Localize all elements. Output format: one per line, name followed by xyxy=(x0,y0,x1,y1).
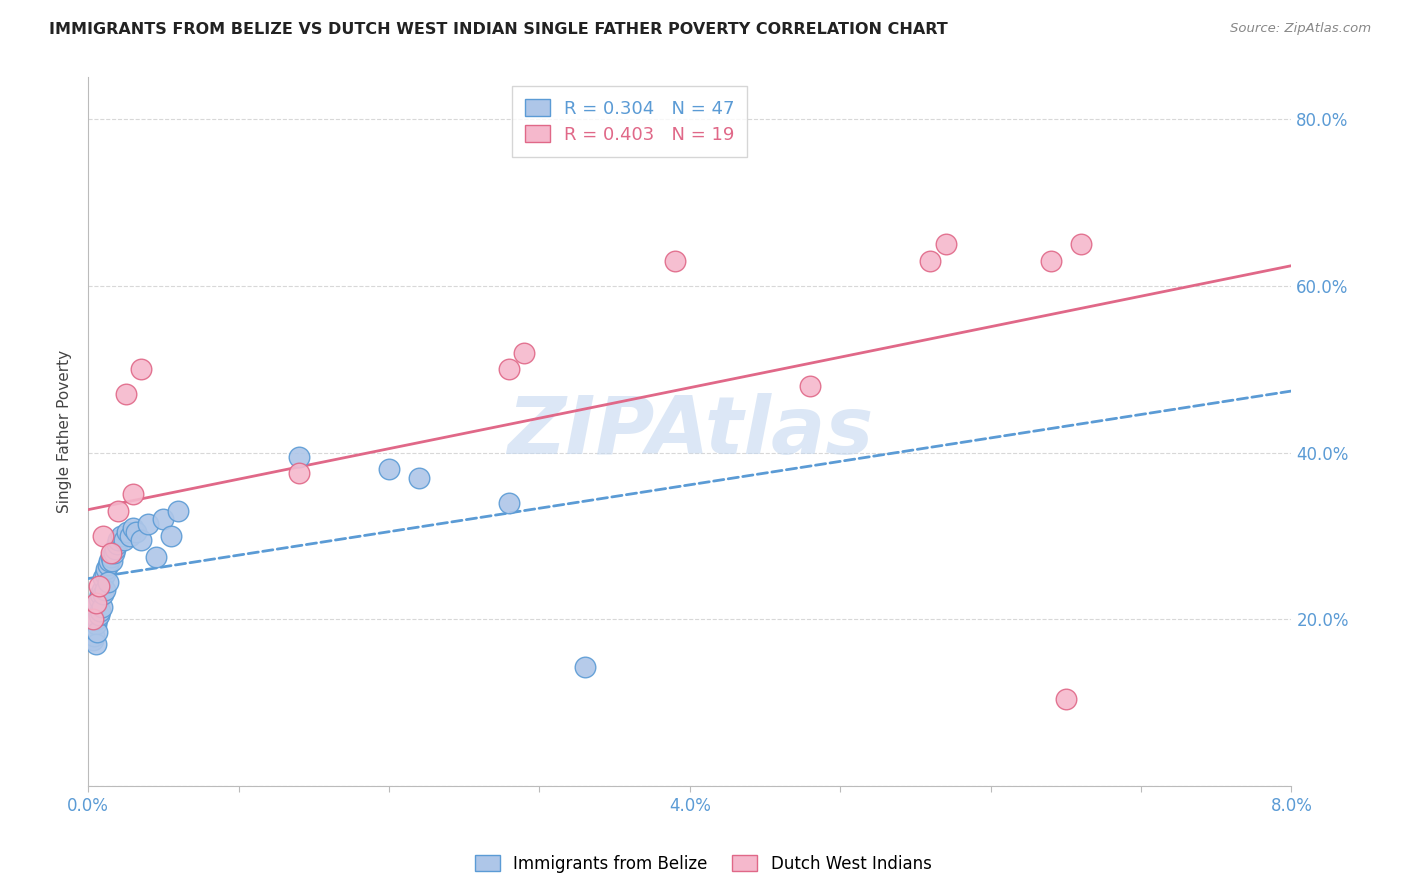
Point xyxy=(97,574,120,589)
Point xyxy=(90,599,112,614)
Point xyxy=(167,504,190,518)
Legend: Immigrants from Belize, Dutch West Indians: Immigrants from Belize, Dutch West India… xyxy=(468,848,938,880)
Point xyxy=(87,579,110,593)
Point xyxy=(90,583,112,598)
Point xyxy=(114,387,136,401)
Point xyxy=(83,629,105,643)
Point xyxy=(89,604,111,618)
Point xyxy=(91,571,114,585)
Point xyxy=(97,558,120,573)
Point xyxy=(103,546,125,560)
Text: ZIPAtlas: ZIPAtlas xyxy=(506,392,873,471)
Point xyxy=(100,546,122,560)
Point xyxy=(513,345,536,359)
Point xyxy=(152,512,174,526)
Point xyxy=(82,612,104,626)
Point xyxy=(408,470,430,484)
Point xyxy=(378,462,401,476)
Point xyxy=(1070,237,1092,252)
Point xyxy=(799,379,821,393)
Point xyxy=(98,554,121,568)
Point xyxy=(83,612,105,626)
Text: Source: ZipAtlas.com: Source: ZipAtlas.com xyxy=(1230,22,1371,36)
Point xyxy=(93,566,115,581)
Point xyxy=(104,541,127,556)
Point xyxy=(287,467,309,481)
Point xyxy=(1039,253,1062,268)
Point xyxy=(934,237,956,252)
Point xyxy=(84,616,107,631)
Text: IMMIGRANTS FROM BELIZE VS DUTCH WEST INDIAN SINGLE FATHER POVERTY CORRELATION CH: IMMIGRANTS FROM BELIZE VS DUTCH WEST IND… xyxy=(49,22,948,37)
Point xyxy=(96,562,118,576)
Point xyxy=(107,504,129,518)
Point xyxy=(125,524,148,539)
Point xyxy=(117,524,139,539)
Point xyxy=(87,591,110,606)
Point xyxy=(87,608,110,623)
Point xyxy=(122,521,145,535)
Point xyxy=(110,529,132,543)
Point xyxy=(86,624,108,639)
Point xyxy=(100,549,122,564)
Point xyxy=(107,533,129,548)
Point xyxy=(498,362,520,376)
Point xyxy=(122,487,145,501)
Point xyxy=(129,362,152,376)
Point xyxy=(145,549,167,564)
Point xyxy=(82,633,104,648)
Legend: R = 0.304   N = 47, R = 0.403   N = 19: R = 0.304 N = 47, R = 0.403 N = 19 xyxy=(512,87,748,157)
Point xyxy=(89,587,111,601)
Point xyxy=(120,529,142,543)
Point xyxy=(1054,691,1077,706)
Point xyxy=(498,496,520,510)
Point xyxy=(664,253,686,268)
Point xyxy=(574,660,596,674)
Point xyxy=(101,554,124,568)
Point xyxy=(105,537,128,551)
Point xyxy=(920,253,942,268)
Point xyxy=(91,587,114,601)
Point xyxy=(86,596,108,610)
Point xyxy=(93,583,115,598)
Point xyxy=(84,637,107,651)
Point xyxy=(91,529,114,543)
Point xyxy=(129,533,152,548)
Point xyxy=(86,612,108,626)
Point xyxy=(160,529,183,543)
Point xyxy=(112,533,135,548)
Point xyxy=(82,616,104,631)
Point xyxy=(84,596,107,610)
Point xyxy=(287,450,309,464)
Point xyxy=(84,599,107,614)
Point xyxy=(136,516,159,531)
Y-axis label: Single Father Poverty: Single Father Poverty xyxy=(58,351,72,514)
